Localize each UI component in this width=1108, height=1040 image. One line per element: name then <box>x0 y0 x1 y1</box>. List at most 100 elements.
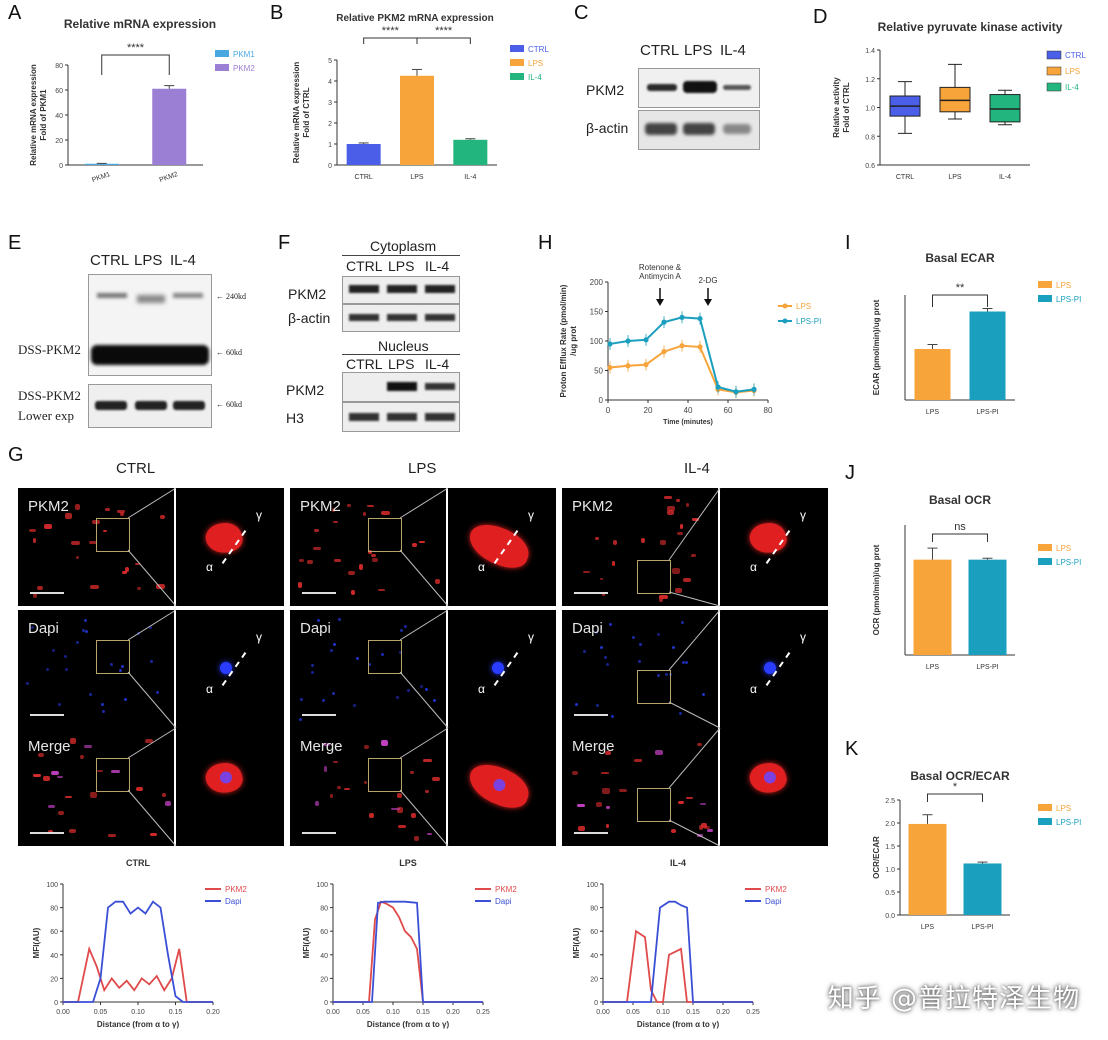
cell-speck <box>380 653 384 657</box>
cell-speck <box>322 743 330 746</box>
cell-speck <box>124 698 128 702</box>
cell-speck <box>427 832 433 835</box>
cell-speck <box>321 699 325 703</box>
chart-title: IL-4 <box>670 858 686 868</box>
chart-i-ecar: Basal ECAR ECAR (pmol/min)/ug prot LPS LPS-… <box>872 251 1081 416</box>
y-axis-label: Fold of CTRL <box>842 82 851 132</box>
annotation-2dg: 2-DG <box>698 276 717 285</box>
blot-f-bot-row-h3: H3 <box>286 410 304 426</box>
blot-e-lane-il4: IL-4 <box>170 252 196 269</box>
cell-speck <box>298 581 303 588</box>
y-tick-label: 0 <box>324 1000 328 1007</box>
cell-speck <box>381 510 391 516</box>
panel-letter-i: I <box>845 232 851 254</box>
micrograph-ctrl-merge: Merge <box>18 728 174 846</box>
blot-f-membrane-cyto-pkm2 <box>342 276 460 304</box>
blot-f-bot-lane-il4: IL-4 <box>425 356 450 372</box>
cell-speck <box>29 529 36 533</box>
cell-speck <box>638 659 642 663</box>
zoomed-cell <box>746 758 790 798</box>
y-tick-label: 40 <box>55 113 63 120</box>
cell-speck <box>409 770 415 775</box>
y-tick-label: 3 <box>328 100 332 107</box>
micrograph-il-4-pkm2: PKM2 <box>562 488 718 606</box>
legend-label: LPS-PI <box>1056 558 1081 567</box>
annotation-rotenone: Antimycin A <box>639 272 681 281</box>
profile-start-alpha: α <box>478 560 485 574</box>
scale-bar <box>574 592 608 594</box>
cell-speck <box>137 587 141 591</box>
cell-speck <box>65 513 73 520</box>
nucleus <box>218 770 234 785</box>
cell-speck <box>332 508 336 512</box>
cell-speck <box>602 787 610 794</box>
cell-speck <box>336 785 341 790</box>
cell-speck <box>329 793 333 799</box>
chart-b-pkm2-mrna: Relative PKM2 mRNA expression 0 1 2 3 4 5 Relat… <box>292 13 549 181</box>
zoomed-cell <box>220 662 232 674</box>
cell-speck <box>571 770 578 776</box>
chart-title: Relative PKM2 mRNA expression <box>336 13 493 24</box>
cell-speck <box>110 662 114 666</box>
y-tick-label: 200 <box>590 278 604 287</box>
y-tick-label: 1.0 <box>865 106 875 113</box>
significance-label: **** <box>127 42 145 54</box>
cell-speck <box>75 641 79 645</box>
series-line-lps-pi <box>609 316 755 393</box>
panel-letter-j: J <box>845 462 855 484</box>
bar-ctrl <box>346 144 381 165</box>
micrograph-lps-pkm2: PKM2 <box>290 488 446 606</box>
legend-marker <box>782 318 788 324</box>
bar-lps-pi <box>968 559 1007 655</box>
x-tick-label: 0.20 <box>716 1009 730 1016</box>
cell-speck <box>120 664 124 668</box>
y-tick-label: 40 <box>50 953 58 960</box>
blot-e-marker-60b: ← 60kd <box>216 400 242 409</box>
legend-label: CTRL <box>1065 51 1086 60</box>
legend-label: LPS <box>1065 67 1080 76</box>
x-tick-label: 0.10 <box>131 1009 145 1016</box>
zoomed-cell <box>492 662 504 674</box>
cell-speck <box>65 667 69 671</box>
y-tick-label: 60 <box>55 88 63 95</box>
x-tick-label: 0.05 <box>626 1009 640 1016</box>
cell-speck <box>350 590 355 596</box>
blot-f-top-row-actin: β-actin <box>288 310 331 326</box>
cell-speck <box>64 795 72 799</box>
x-axis-label: Time (minutes) <box>663 419 713 426</box>
significance-bracket <box>927 793 983 802</box>
blot-e-membrane-bottom <box>88 384 212 428</box>
cell-speck <box>399 650 403 654</box>
micrograph-col-lps-title: LPS <box>408 460 437 477</box>
cell-speck <box>68 828 77 833</box>
micrograph-channel-label: Dapi <box>300 620 331 637</box>
legend-swatch <box>510 59 524 66</box>
cell-speck <box>671 645 675 649</box>
cell-speck <box>368 813 374 818</box>
cell-speck <box>576 804 585 807</box>
y-tick-label: 0 <box>328 163 332 170</box>
cell-speck <box>595 536 599 540</box>
series-line-pkm2 <box>603 929 753 1003</box>
y-tick-label: 1.2 <box>865 77 875 84</box>
cell-speck <box>655 750 664 756</box>
legend-label: LPS <box>1056 804 1071 813</box>
y-tick-label: 1 <box>328 142 332 149</box>
cell-speck <box>411 812 417 818</box>
cell-speck <box>70 738 77 745</box>
y-tick-label: 80 <box>50 906 58 913</box>
y-tick-label: 2 <box>328 121 332 128</box>
series-line-dapi <box>333 900 483 1003</box>
y-tick-label: 80 <box>320 906 328 913</box>
cell-speck <box>679 712 683 716</box>
cell-speck <box>333 558 342 563</box>
x-tick-label: 80 <box>764 406 773 415</box>
cell-speck <box>367 663 371 667</box>
panel-letter-f: F <box>278 232 291 254</box>
panel-letter-a: A <box>8 2 22 24</box>
cell-speck <box>686 797 694 800</box>
cell-speck <box>330 648 334 652</box>
